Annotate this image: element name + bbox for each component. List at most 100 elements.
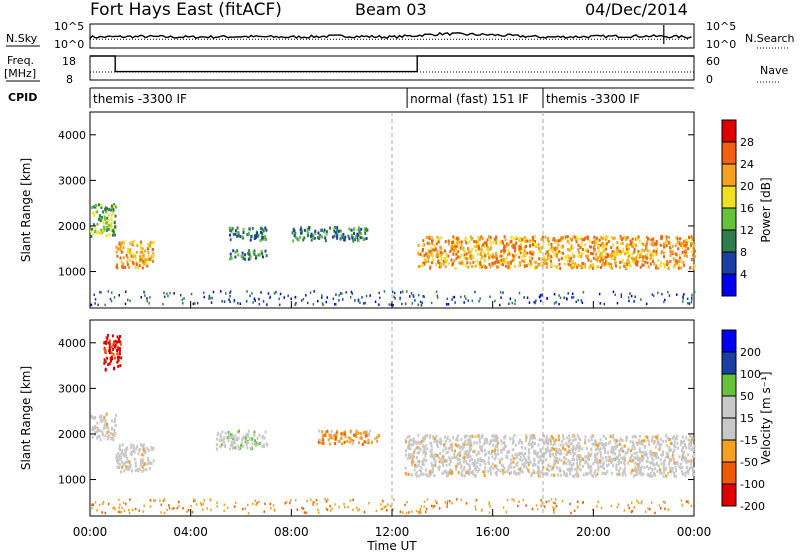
data-cell (550, 242, 553, 246)
data-cell (616, 252, 619, 256)
data-cell (491, 255, 494, 259)
data-cell (427, 250, 430, 254)
data-cell (661, 453, 664, 457)
data-cell (91, 415, 94, 419)
data-cell (448, 456, 451, 460)
data-cell (693, 249, 696, 253)
data-cell (640, 450, 643, 454)
data-cell (507, 266, 510, 270)
data-cell (495, 238, 498, 242)
data-cell (491, 261, 494, 265)
data-cell (573, 467, 576, 471)
data-cell (113, 366, 116, 370)
data-cell (127, 468, 130, 472)
data-cell (244, 440, 247, 444)
data-cell (625, 266, 628, 269)
data-cell (549, 450, 552, 454)
data-cell (417, 303, 419, 306)
data-cell (460, 244, 463, 247)
data-cell (137, 467, 140, 471)
data-cell (375, 436, 378, 440)
data-cell (692, 469, 695, 473)
data-cell (357, 239, 360, 243)
data-cell (691, 238, 694, 241)
data-cell (643, 453, 646, 457)
data-cell (470, 447, 473, 451)
data-cell (570, 256, 573, 260)
data-cell (113, 203, 116, 207)
data-cell (152, 248, 154, 251)
data-cell (322, 303, 324, 307)
data-cell (423, 500, 426, 503)
data-cell (364, 434, 367, 438)
data-cell (525, 460, 528, 464)
colorbar-segment (722, 186, 736, 208)
data-cell (430, 444, 433, 448)
data-cell (416, 445, 419, 449)
data-cell (492, 263, 494, 267)
data-cell (692, 253, 695, 257)
data-cell (237, 436, 240, 440)
data-cell (652, 260, 654, 263)
data-cell (462, 249, 465, 252)
data-cell (625, 248, 628, 251)
data-cell (514, 299, 516, 302)
data-cell (474, 290, 476, 294)
data-cell (469, 261, 472, 265)
data-cell (589, 264, 592, 268)
data-cell (308, 226, 311, 230)
data-cell (462, 445, 465, 449)
data-cell (110, 355, 113, 359)
data-cell (602, 237, 605, 241)
data-cell (612, 449, 615, 453)
data-cell (515, 463, 518, 466)
data-cell (501, 468, 504, 472)
data-cell (116, 465, 119, 469)
data-cell (583, 265, 586, 269)
colorbar-segment (722, 396, 736, 418)
data-cell (643, 466, 646, 469)
data-cell (363, 440, 366, 444)
data-cell (110, 437, 113, 441)
data-cell (228, 433, 230, 437)
data-cell (129, 248, 132, 252)
data-cell (593, 459, 596, 463)
data-cell (132, 449, 134, 453)
data-cell (125, 502, 127, 506)
data-cell (581, 447, 584, 451)
data-cell (642, 439, 645, 443)
data-cell (582, 458, 585, 461)
data-cell (671, 466, 674, 470)
data-cell (93, 293, 95, 297)
data-cell (329, 226, 331, 230)
data-cell (672, 257, 675, 261)
data-cell (467, 452, 470, 456)
data-cell (126, 456, 129, 460)
data-cell (94, 227, 97, 231)
data-cell (639, 468, 642, 472)
data-cell (532, 469, 535, 473)
data-cell (425, 252, 427, 256)
data-cell (612, 435, 615, 439)
data-cell (646, 473, 649, 477)
data-cell (599, 461, 602, 465)
data-cell (688, 446, 690, 450)
data-cell (471, 299, 474, 303)
data-cell (564, 235, 567, 239)
data-cell (592, 474, 594, 478)
data-cell (339, 292, 342, 295)
data-cell (668, 438, 671, 442)
data-cell (190, 292, 193, 296)
data-cell (512, 457, 515, 460)
data-cell (609, 254, 612, 258)
data-cell (261, 436, 264, 440)
data-cell (540, 299, 542, 303)
data-cell (454, 301, 456, 304)
data-cell (562, 470, 565, 474)
data-cell (595, 257, 597, 261)
data-cell (612, 464, 615, 468)
data-cell (500, 254, 503, 258)
data-cell (533, 457, 536, 461)
data-cell (651, 435, 654, 439)
data-cell (391, 290, 394, 294)
